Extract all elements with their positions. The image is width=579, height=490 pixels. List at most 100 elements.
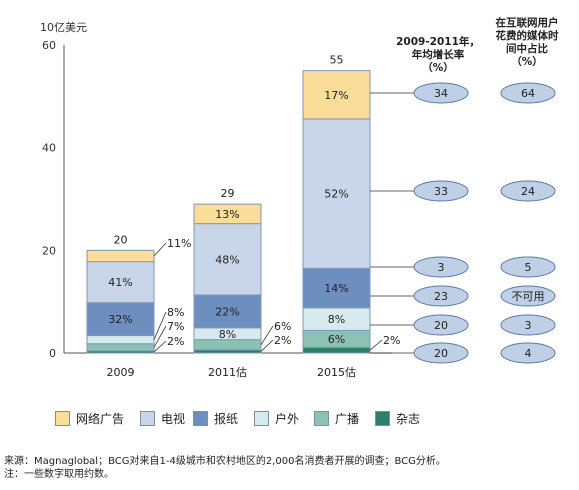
growth-header-line-2: 年均增长率 [411,49,465,61]
bar-segment-2015-5 [302,70,371,120]
segment-label-2015-5: 17% [324,89,348,102]
outside-label-2009-3: 2% [167,335,184,348]
legend: 网络广告 电视 报纸 户外 广播 杂志 [0,410,579,432]
segment-label-2011-3: 22% [215,305,239,318]
growth-ellipse-4 [413,314,469,336]
share-value-3: 不可用 [512,290,545,303]
bar-total-2015: 55 [330,54,344,67]
share-header-line-4: （%） [511,56,543,68]
bar-segment-2009-2 [86,335,155,345]
share-value-4: 3 [525,319,532,332]
legend-label-tv: 电视 [161,412,186,426]
leader-line-2011-5 [260,339,274,352]
bar-total-2011: 29 [221,187,235,200]
growth-value-0: 34 [434,87,448,100]
segment-label-2015-1: 6% [328,333,345,346]
segment-label-2011-2: 8% [219,328,236,341]
footer-note: 注：一些数字取用约数。 [4,469,114,480]
x-tick-label-2011: 2011估 [208,366,247,379]
legend-label-magazine: 杂志 [396,412,421,426]
growth-value-5: 20 [434,347,448,360]
legend-swatch-outdoor [254,411,269,426]
share-header-line-3: 间中占比 [506,43,548,55]
footer-source: 来源：Magnaglobal；BCG对来自1-4级城市和农村地区的2,000名消… [4,456,446,467]
growth-value-3: 23 [434,290,448,303]
bar-segment-2011-3 [193,294,262,329]
share-ellipse-1 [500,180,556,202]
y-tick-label-20: 20 [42,244,56,257]
growth-ellipse-0 [413,82,469,104]
share-value-1: 24 [521,185,535,198]
share-header-line-1: 在互联网用户 [495,17,559,29]
bar-segment-2011-1 [193,339,262,351]
share-ellipse-3 [500,285,556,307]
bar-segment-2011-4 [193,223,262,296]
bar-segment-2009-1 [86,343,155,352]
share-value-0: 64 [521,87,535,100]
legend-swatch-magazine [375,411,390,426]
bar-segment-2011-5 [193,203,262,225]
outside-label-2015-6: 2% [383,334,400,347]
leader-line-2009-3 [153,340,167,353]
legend-item-online: 网络广告 [55,410,124,427]
bar-segment-2015-3 [302,267,371,309]
bar-segment-2009-3 [86,302,155,337]
legend-swatch-radio [314,411,329,426]
leader-line-2009-0 [153,242,167,257]
outside-label-2009-0: 11% [167,237,191,250]
share-header-line-2: 花费的媒体时 [495,30,559,42]
segment-label-2009-3: 32% [108,313,132,326]
growth-header-line-3: （%） [422,62,454,74]
segment-label-2009-4: 41% [108,276,132,289]
bar-segment-2015-4 [302,118,371,269]
segment-label-2015-2: 8% [328,313,345,326]
legend-item-radio: 广播 [314,410,359,427]
bar-segment-2015-0 [302,346,371,354]
growth-ellipse-1 [413,180,469,202]
bar-total-2009: 20 [114,233,128,246]
growth-value-1: 33 [434,185,448,198]
leader-line-2009-2 [153,325,167,348]
x-tick-label-2015: 2015估 [317,366,356,379]
growth-ellipse-3 [413,285,469,307]
legend-item-magazine: 杂志 [375,410,420,427]
x-tick-label-2009: 2009 [107,366,135,379]
legend-label-outdoor: 户外 [275,412,300,426]
outside-label-2009-2: 7% [167,320,184,333]
y-tick-label-40: 40 [42,142,56,155]
legend-label-newspaper: 报纸 [214,412,239,426]
leader-line-2015-6 [369,339,383,351]
segment-label-2015-3: 14% [324,282,348,295]
leader-line-2011-4 [260,325,274,346]
growth-header-line-1: 2009-2011年， [396,36,480,48]
legend-swatch-tv [140,411,155,426]
leader-line-2009-1 [153,311,167,340]
segment-label-2015-4: 52% [324,188,348,201]
segment-label-2011-4: 48% [215,253,239,266]
legend-label-online: 网络广告 [76,412,125,426]
legend-item-outdoor: 户外 [254,410,299,427]
y-tick-label-0: 0 [49,347,56,360]
growth-value-4: 20 [434,319,448,332]
legend-label-radio: 广播 [335,412,360,426]
share-value-5: 4 [525,347,532,360]
outside-label-2011-4: 6% [274,320,291,333]
share-value-2: 5 [525,261,532,274]
unit-label: 10亿美元 [40,21,87,34]
segment-label-2011-5: 13% [215,208,239,221]
share-ellipse-2 [500,256,556,278]
legend-item-tv: 电视 [140,410,185,427]
outside-label-2009-1: 8% [167,306,184,319]
y-tick-label-60: 60 [42,39,56,52]
legend-swatch-online [55,411,70,426]
growth-column-header: 2009-2011年， 年均增长率 （%） [394,36,482,75]
legend-item-newspaper: 报纸 [193,410,238,427]
share-ellipse-4 [500,314,556,336]
legend-swatch-newspaper [193,411,208,426]
share-column-header: 在互联网用户 花费的媒体时 间中占比 （%） [484,17,570,69]
bar-segment-2009-4 [86,261,155,304]
share-ellipse-5 [500,342,556,364]
outside-label-2011-5: 2% [274,334,291,347]
